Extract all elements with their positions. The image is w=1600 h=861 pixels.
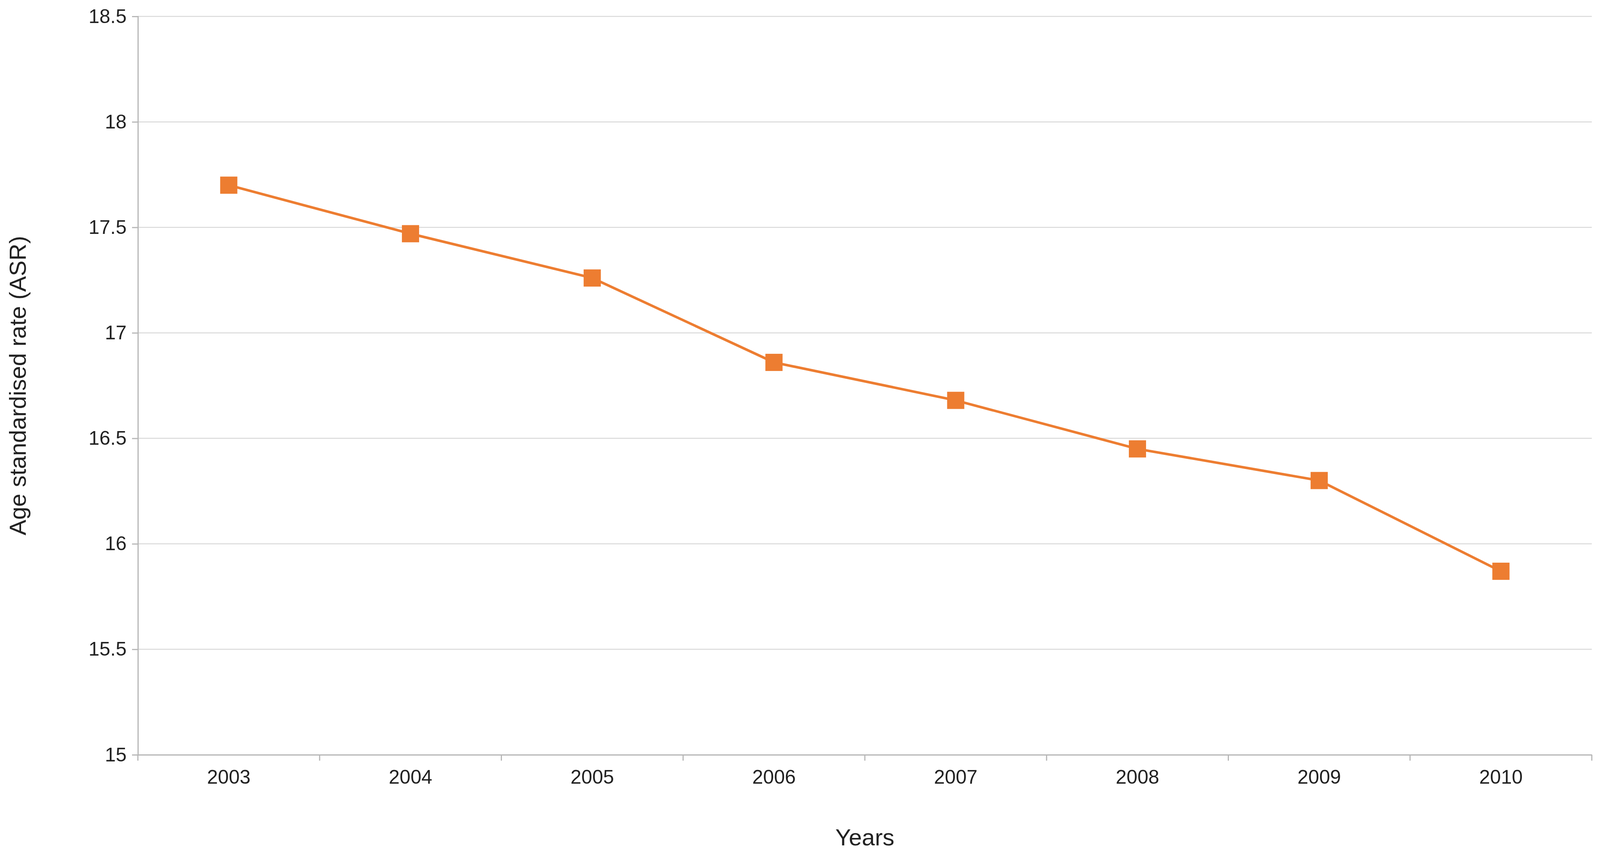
marker [220, 176, 238, 194]
x-tick: 2006 [752, 755, 796, 789]
x-axis: 2003 2004 2005 2006 2007 2008 2009 2010 [137, 755, 1593, 789]
x-tick-label: 2009 [1297, 766, 1342, 789]
grid-line [137, 649, 1592, 651]
x-divider-tick [1046, 755, 1048, 761]
x-tick-label: 2004 [388, 766, 433, 789]
y-tick-label: 15 [104, 744, 127, 767]
y-tick-mark [132, 649, 138, 651]
y-tick-mark [132, 332, 138, 334]
x-tick: 2004 [388, 755, 433, 789]
x-tick: 2009 [1297, 755, 1342, 789]
y-tick: 17.5 [88, 216, 138, 239]
x-tick-label: 2006 [752, 766, 796, 789]
y-tick-label: 16 [104, 532, 127, 555]
y-tick-mark [132, 543, 138, 545]
marker [583, 269, 601, 287]
y-axis: 15 15.5 16 16.5 17 17.5 18 18.5 [88, 5, 139, 767]
x-tick: 2007 [933, 755, 978, 789]
y-tick: 15.5 [88, 638, 138, 661]
x-tick-label: 2005 [570, 766, 615, 789]
y-axis-line [132, 16, 139, 756]
grid-line [137, 543, 1592, 545]
x-tick-label: 2007 [933, 766, 978, 789]
y-tick: 16.5 [88, 427, 138, 450]
y-tick-label: 15.5 [88, 638, 127, 661]
grid-line [137, 332, 1592, 334]
line [228, 185, 1502, 572]
y-tick-mark [132, 438, 138, 440]
marker [1310, 472, 1328, 490]
y-tick-label: 18 [104, 110, 127, 133]
x-divider-tick [137, 755, 139, 761]
x-tick-label: 2010 [1479, 766, 1523, 789]
y-tick: 18.5 [88, 5, 138, 28]
marker [1128, 440, 1147, 458]
y-tick: 16 [104, 532, 138, 555]
x-divider-tick [682, 755, 684, 761]
marker [947, 391, 965, 409]
y-tick-mark [132, 16, 138, 18]
grid-line [137, 226, 1592, 229]
grid-line [137, 437, 1592, 440]
x-tick-label: 2003 [207, 766, 251, 789]
y-tick-mark [132, 754, 138, 756]
x-divider-tick [1227, 755, 1229, 761]
y-tick: 15 [104, 744, 138, 767]
marker [1492, 562, 1510, 581]
grid-line [137, 16, 1592, 18]
marker [765, 353, 783, 372]
y-tick-label: 16.5 [88, 427, 127, 450]
x-divider-tick [1591, 755, 1593, 761]
y-axis-title: Age standardised rate (ASR) [4, 235, 31, 536]
plot-area: 15 15.5 16 16.5 17 17.5 18 18.5 2003 2004 2005 2006… [88, 5, 1593, 789]
grid-line [137, 121, 1592, 123]
x-divider-tick [864, 755, 866, 761]
y-tick-mark [132, 121, 138, 123]
x-tick: 2010 [1479, 755, 1523, 789]
grid [137, 16, 1592, 756]
x-divider-tick [1409, 755, 1411, 761]
y-tick-label: 18.5 [88, 5, 127, 28]
x-tick-label: 2008 [1115, 766, 1159, 789]
series [220, 176, 1510, 581]
x-tick: 2003 [207, 755, 251, 789]
x-divider-tick [500, 755, 502, 761]
x-tick: 2005 [570, 755, 615, 789]
y-tick: 17 [104, 321, 138, 344]
y-tick: 18 [104, 110, 138, 133]
x-divider-tick [319, 755, 321, 761]
marker [401, 225, 420, 243]
y-tick-mark [132, 226, 138, 229]
x-tick: 2008 [1115, 755, 1159, 789]
x-axis-title: Years [835, 824, 895, 851]
y-tick-label: 17 [104, 321, 127, 344]
y-tick-label: 17.5 [88, 216, 127, 239]
chart: 15 15.5 16 16.5 17 17.5 18 18.5 2003 2004 2005 2006… [0, 0, 1600, 861]
